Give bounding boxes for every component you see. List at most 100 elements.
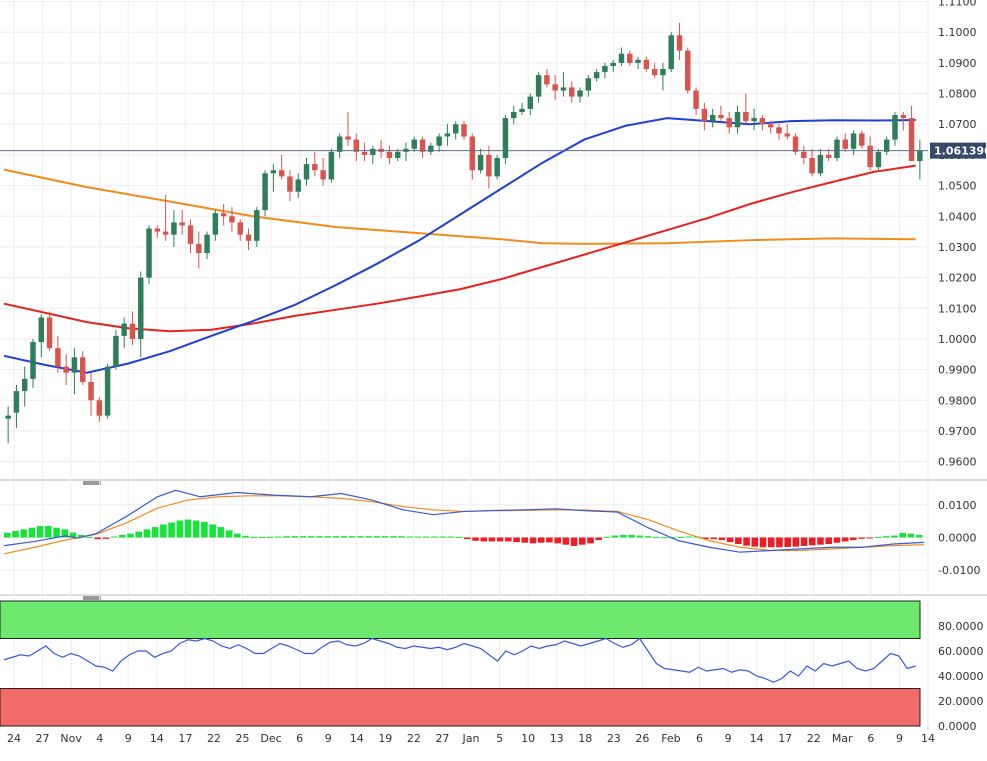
macd-histogram-bar — [817, 537, 824, 545]
macd-histogram-bar — [792, 537, 800, 547]
candle-body — [883, 139, 890, 152]
candle-body — [394, 151, 401, 158]
macd-histogram-bar — [735, 537, 742, 545]
x-tick-label: 27 — [36, 732, 50, 745]
macd-histogram-bar — [833, 537, 841, 543]
macd-histogram-bar — [119, 534, 126, 538]
candle-body — [30, 342, 36, 379]
candle-body — [618, 53, 625, 63]
x-tick-label: 18 — [578, 732, 592, 745]
macd-histogram-bar — [776, 537, 783, 548]
macd-histogram-bar — [570, 537, 578, 546]
candle-body — [444, 133, 451, 137]
macd-histogram-bar — [176, 520, 184, 538]
macd-histogram-bar — [45, 526, 52, 538]
candle-body — [668, 35, 674, 70]
macd-histogram-bar — [850, 537, 857, 541]
resize-handle[interactable] — [83, 481, 101, 485]
candle-body — [21, 378, 28, 392]
candle-body — [809, 157, 815, 174]
candle-body — [220, 213, 227, 217]
y-tick-label: 0.9800 — [938, 394, 977, 407]
macd-y-tick-label: -0.0100 — [938, 564, 980, 577]
macd-histogram-bar — [102, 537, 110, 539]
candle-body — [693, 90, 699, 109]
macd-histogram-bar — [316, 536, 323, 538]
candle-body — [494, 157, 500, 177]
candle-body — [510, 111, 517, 119]
macd-histogram-bar — [496, 537, 504, 542]
macd-histogram-bar — [422, 536, 430, 538]
macd-histogram-bar — [390, 536, 397, 538]
macd-histogram-bar — [381, 536, 389, 538]
macd-histogram-bar — [472, 537, 479, 541]
x-tick-label: Dec — [260, 732, 281, 745]
candle-body — [88, 381, 94, 401]
macd-histogram-bar — [94, 537, 101, 540]
macd-histogram-bar — [529, 537, 537, 544]
rsi-y-tick-label: 20.0000 — [938, 695, 984, 708]
candle-body — [734, 111, 741, 128]
rsi-y-tick-label: 80.0000 — [938, 620, 984, 633]
macd-histogram-bar — [915, 534, 923, 538]
macd-histogram-bar — [447, 536, 455, 538]
candle-body — [469, 136, 476, 171]
candle-body — [436, 136, 442, 146]
candle-body — [569, 87, 575, 97]
y-tick-label: 1.0100 — [938, 302, 977, 315]
y-tick-label: 1.0400 — [938, 210, 977, 223]
rsi-panel — [0, 600, 921, 727]
rsi-y-tick-label: 40.0000 — [938, 670, 984, 683]
candle-body — [361, 151, 368, 155]
x-tick-label: 6 — [696, 732, 703, 745]
macd-histogram-bar — [36, 526, 44, 538]
macd-histogram-bar — [710, 537, 717, 540]
x-tick-label: 13 — [550, 732, 564, 745]
macd-histogram-bar — [431, 536, 438, 538]
x-tick-label: 24 — [7, 732, 21, 745]
candle-body — [867, 145, 873, 168]
macd-histogram-bar — [242, 535, 249, 538]
macd-histogram-bar — [332, 536, 340, 538]
rsi-zone — [0, 688, 921, 727]
macd-histogram-bar — [4, 532, 11, 538]
macd-histogram-bar — [825, 537, 832, 545]
rsi-y-tick-label: 0.0000 — [938, 720, 977, 733]
macd-histogram-bar — [201, 521, 208, 538]
candle-body — [104, 366, 111, 416]
macd-histogram-bar — [702, 537, 709, 540]
candle-body — [303, 164, 310, 180]
candle-body — [834, 139, 840, 158]
macd-histogram-bar — [899, 532, 906, 538]
macd-panel — [3, 489, 925, 555]
macd-histogram-bar — [595, 537, 602, 541]
macd-histogram-bar — [882, 536, 890, 538]
candle-body — [452, 124, 459, 134]
candle-body — [676, 35, 683, 51]
y-tick-label: 0.9600 — [938, 456, 977, 469]
y-tick-label: 1.1100 — [938, 0, 977, 9]
x-tick-label: 14 — [750, 732, 764, 745]
macd-histogram-bar — [464, 537, 471, 540]
candle-body — [129, 323, 136, 339]
candle-body — [179, 222, 185, 226]
macd-histogram-bar — [225, 530, 233, 538]
candle-body — [5, 415, 11, 419]
macd-histogram-bar — [587, 537, 594, 544]
resize-handle[interactable] — [83, 596, 101, 600]
candle-body — [353, 139, 359, 152]
candle-body — [370, 148, 376, 155]
candle-body — [900, 115, 907, 119]
macd-histogram-bar — [480, 537, 487, 542]
macd-histogram-bar — [866, 537, 874, 539]
macd-histogram-bar — [767, 537, 775, 548]
y-tick-label: 0.9900 — [938, 364, 977, 377]
macd-histogram-bar — [192, 520, 200, 538]
macd-histogram-bar — [20, 529, 27, 538]
candle-body — [560, 87, 567, 91]
candle-body — [718, 115, 724, 119]
x-tick-label: 17 — [778, 732, 792, 745]
macd-histogram-bar — [349, 536, 356, 538]
